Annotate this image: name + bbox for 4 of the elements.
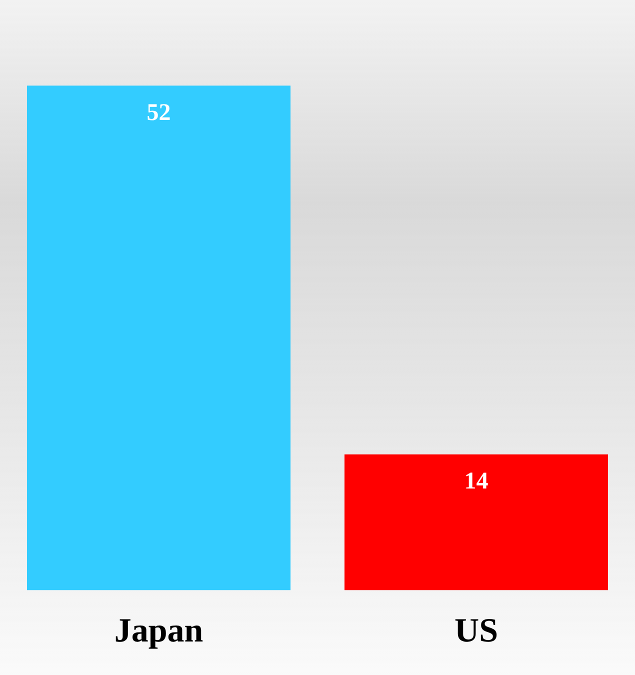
x-tick-label: US — [454, 612, 498, 650]
x-tick-label: Japan — [114, 612, 204, 650]
data-label: 52 — [146, 100, 171, 126]
data-label: 14 — [464, 468, 488, 495]
